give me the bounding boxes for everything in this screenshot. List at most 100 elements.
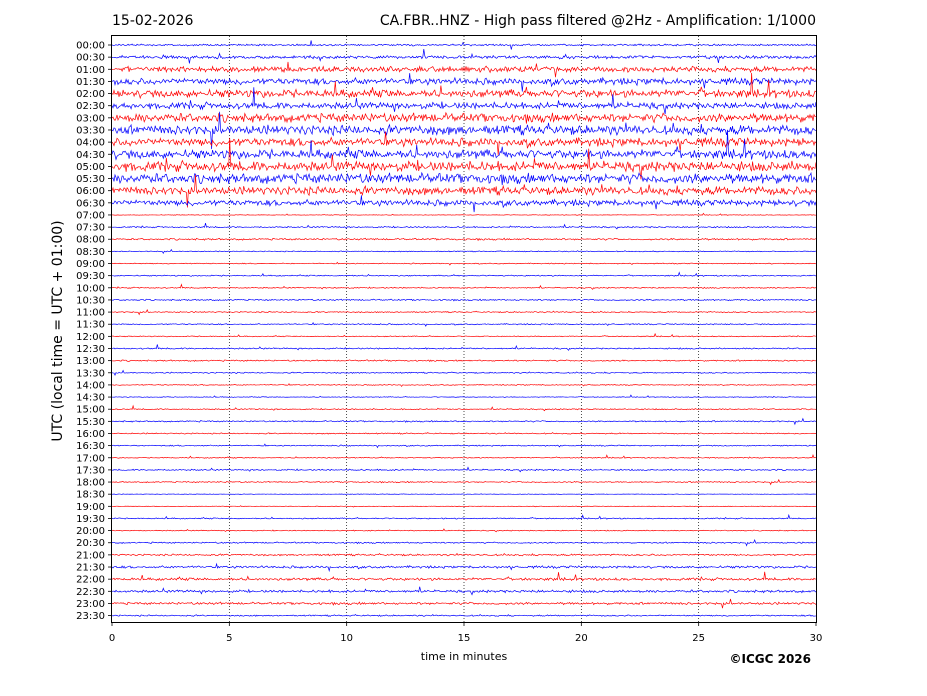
ytick-label: 12:30 xyxy=(76,344,105,355)
ytick-label: 11:00 xyxy=(76,308,105,319)
trace-12:30 xyxy=(111,344,817,351)
trace-18:30 xyxy=(111,493,817,495)
xtick-label: 25 xyxy=(692,633,705,644)
ytick-label: 23:30 xyxy=(76,611,105,622)
trace-18:00 xyxy=(111,478,817,486)
trace-03:30 xyxy=(111,111,817,150)
trace-11:00 xyxy=(112,308,817,316)
ytick-label: 03:30 xyxy=(76,125,105,136)
copyright-label: ©ICGC 2026 xyxy=(729,652,811,666)
trace-00:00 xyxy=(111,40,817,50)
trace-06:30 xyxy=(111,195,817,213)
ytick-label: 14:30 xyxy=(76,393,105,404)
ytick-label: 10:00 xyxy=(76,283,105,294)
xtick-label: 10 xyxy=(340,633,353,644)
trace-22:30 xyxy=(111,586,817,596)
trace-09:00 xyxy=(111,261,817,266)
ytick-label: 20:00 xyxy=(76,526,105,537)
ytick-label: 01:00 xyxy=(76,65,105,76)
ytick-label: 13:30 xyxy=(76,368,105,379)
trace-02:00 xyxy=(111,72,817,100)
trace-11:30 xyxy=(111,321,817,327)
date-label: 15-02-2026 xyxy=(112,13,193,29)
ytick-label: 05:00 xyxy=(76,162,105,173)
trace-19:30 xyxy=(111,513,817,520)
trace-08:30 xyxy=(111,248,817,255)
ytick-label: 16:00 xyxy=(76,429,105,440)
trace-09:30 xyxy=(111,271,817,277)
trace-17:00 xyxy=(111,454,817,459)
ytick-label: 18:00 xyxy=(76,478,105,489)
ytick-label: 07:00 xyxy=(76,210,105,221)
ytick-label: 18:30 xyxy=(76,490,105,501)
ytick-label: 11:30 xyxy=(76,320,105,331)
ytick-label: 19:00 xyxy=(76,502,105,513)
trace-07:30 xyxy=(111,222,817,230)
ytick-label: 15:00 xyxy=(76,405,105,416)
xtick-label: 5 xyxy=(226,633,232,644)
ytick-label: 04:30 xyxy=(76,150,105,161)
ytick-label: 22:00 xyxy=(76,575,105,586)
chart-title: CA.FBR..HNZ - High pass filtered @2Hz - … xyxy=(380,13,816,29)
ytick-label: 05:30 xyxy=(76,174,105,185)
trace-19:00 xyxy=(111,505,817,508)
trace-14:00 xyxy=(111,383,817,388)
trace-22:00 xyxy=(111,571,817,582)
trace-01:00 xyxy=(111,61,817,78)
ytick-label: 13:00 xyxy=(76,356,105,367)
ytick-label: 00:00 xyxy=(76,41,105,52)
trace-21:00 xyxy=(111,552,817,557)
trace-15:30 xyxy=(111,417,817,426)
trace-05:00 xyxy=(111,137,817,180)
ytick-label: 09:00 xyxy=(76,259,105,270)
ytick-label: 22:30 xyxy=(76,587,105,598)
ytick-label: 20:30 xyxy=(76,538,105,549)
ytick-label: 15:30 xyxy=(76,417,105,428)
trace-02:30 xyxy=(111,87,817,115)
trace-14:30 xyxy=(111,394,817,398)
trace-10:30 xyxy=(111,298,817,302)
x-axis-label: time in minutes xyxy=(421,650,508,663)
xtick-label: 0 xyxy=(109,633,115,644)
ytick-label: 08:00 xyxy=(76,235,105,246)
ytick-label: 02:30 xyxy=(76,101,105,112)
trace-00:30 xyxy=(111,49,817,64)
trace-07:00 xyxy=(111,212,817,216)
trace-06:00 xyxy=(111,174,817,208)
ytick-label: 12:00 xyxy=(76,332,105,343)
ytick-label: 17:30 xyxy=(76,465,105,476)
y-axis-ticks: 00:0000:3001:0001:3002:0002:3003:0003:30… xyxy=(76,41,112,622)
trace-16:00 xyxy=(111,432,817,435)
plot-frame xyxy=(111,35,817,623)
trace-10:00 xyxy=(111,283,817,290)
trace-15:00 xyxy=(111,404,817,412)
ytick-label: 21:00 xyxy=(76,550,105,561)
xtick-label: 30 xyxy=(810,633,823,644)
ytick-label: 01:30 xyxy=(76,77,105,88)
trace-05:30 xyxy=(111,171,817,186)
trace-23:00 xyxy=(111,598,817,609)
trace-16:30 xyxy=(111,443,817,449)
seismic-traces xyxy=(111,40,817,617)
trace-23:30 xyxy=(111,613,817,617)
y-axis-label: UTC (local time = UTC + 01:00) xyxy=(50,220,66,441)
ytick-label: 21:30 xyxy=(76,563,105,574)
trace-13:30 xyxy=(111,369,817,377)
ytick-label: 09:30 xyxy=(76,271,105,282)
ytick-label: 16:30 xyxy=(76,441,105,452)
ytick-label: 23:00 xyxy=(76,599,105,610)
ytick-label: 07:30 xyxy=(76,223,105,234)
ytick-label: 10:30 xyxy=(76,295,105,306)
ytick-label: 00:30 xyxy=(76,53,105,64)
trace-13:00 xyxy=(111,359,817,363)
trace-01:30 xyxy=(111,73,817,92)
ytick-label: 02:00 xyxy=(76,89,105,100)
xtick-label: 15 xyxy=(458,633,471,644)
ytick-label: 04:00 xyxy=(76,138,105,149)
trace-12:00 xyxy=(111,332,817,338)
ytick-label: 17:00 xyxy=(76,453,105,464)
trace-20:30 xyxy=(111,539,817,547)
trace-17:30 xyxy=(111,466,817,473)
ytick-label: 19:30 xyxy=(76,514,105,525)
trace-08:00 xyxy=(111,237,817,242)
